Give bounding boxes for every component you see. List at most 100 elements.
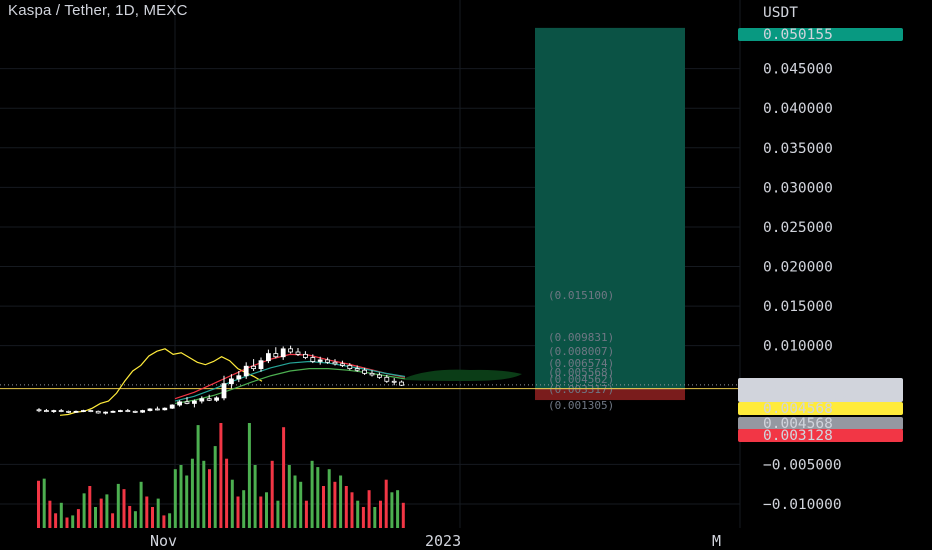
candle-body — [51, 410, 57, 412]
volume-bar — [287, 465, 291, 528]
stop-loss-zone — [535, 388, 685, 401]
candle-body — [140, 410, 146, 413]
volume-bar — [173, 469, 177, 528]
candle — [132, 410, 138, 413]
candle — [376, 372, 382, 379]
position-level-label: (0.015100) — [548, 289, 614, 302]
price-badge-bg — [738, 417, 903, 430]
candle-body — [273, 353, 279, 358]
candle — [147, 408, 153, 412]
moving-average-line — [174, 360, 406, 402]
candle-body — [214, 397, 220, 401]
volume-bar — [322, 486, 325, 528]
candle — [169, 404, 175, 409]
candle-body — [36, 409, 42, 412]
candle-body — [325, 359, 331, 363]
candle — [66, 410, 71, 413]
volume-bar — [42, 478, 46, 528]
volume-bar — [99, 498, 103, 528]
candle — [325, 357, 331, 364]
candle — [258, 357, 264, 372]
candle — [103, 411, 108, 415]
price-badge-label: 0.004568 — [763, 416, 833, 432]
price-tick-label: 0.035000 — [763, 141, 833, 157]
candle — [140, 409, 146, 413]
candle — [184, 397, 190, 405]
candle — [110, 410, 116, 413]
price-tick-label: −0.005000 — [763, 457, 842, 473]
candle — [228, 374, 234, 389]
volume-bar — [356, 500, 360, 528]
candle-body — [354, 368, 360, 371]
candle — [95, 410, 101, 414]
candle-body — [362, 369, 368, 374]
candle — [36, 408, 42, 413]
candle-body — [251, 365, 257, 370]
volume-bar — [316, 467, 320, 528]
volume-bar — [253, 465, 257, 528]
candle — [280, 346, 286, 360]
volume-bar — [361, 507, 365, 528]
candle-body — [236, 375, 242, 380]
candle-body — [317, 359, 323, 362]
price-badge-label: 0.050155 — [763, 27, 833, 43]
candle — [162, 407, 168, 411]
volume-bar — [379, 500, 382, 528]
volume-bar — [208, 469, 211, 528]
profit-zone — [535, 27, 685, 389]
volume-bar — [367, 490, 371, 528]
price-badge-bg — [738, 402, 903, 415]
candlestick-series — [36, 345, 405, 415]
candle — [73, 410, 79, 413]
volume-bar — [396, 490, 400, 528]
volume-bar — [48, 500, 52, 528]
candle — [347, 363, 353, 371]
volume-bar — [162, 515, 166, 528]
volume-bar — [384, 479, 388, 528]
price-tick-label: 0.025000 — [763, 220, 833, 236]
overlay-yellow-series — [59, 348, 263, 416]
candle-body — [206, 398, 212, 401]
candle-body — [347, 365, 353, 370]
candle-body — [265, 353, 271, 362]
position-level-label: (0.004562) — [548, 373, 614, 386]
volume-bar — [94, 507, 97, 528]
volume-bar — [327, 469, 331, 528]
volume-bar — [88, 486, 92, 528]
candle-body — [118, 410, 123, 412]
candle — [251, 359, 257, 371]
candle-body — [280, 348, 286, 358]
price-badge-bg — [738, 28, 903, 41]
candle — [125, 408, 131, 413]
candle — [177, 400, 183, 407]
volume-bar — [185, 475, 189, 528]
position-level-label: (0.005568) — [548, 366, 614, 379]
candle — [81, 409, 86, 413]
candle-body — [376, 374, 382, 378]
volume-bar — [76, 509, 80, 528]
volume-bar — [230, 479, 234, 528]
candle — [310, 354, 316, 364]
price-countdown-label: 13:52:20 — [788, 388, 858, 404]
candle-body — [103, 411, 108, 414]
price-axis: USDT 0.045000 0.040000 0.035000 0.030000 0.02… — [738, 5, 903, 513]
volume-bar — [156, 498, 160, 528]
candle-body — [73, 410, 79, 413]
price-badge-bg — [738, 378, 903, 402]
volume-bar — [219, 423, 223, 528]
volume-bar — [139, 481, 143, 528]
candle-body — [243, 365, 249, 377]
candle — [339, 360, 345, 368]
time-tick-label: 2023 — [425, 532, 461, 550]
candle-body — [184, 401, 190, 404]
candle — [206, 394, 212, 402]
volume-bar — [168, 513, 172, 528]
candle-body — [88, 410, 94, 412]
candle-body — [58, 410, 64, 412]
volume-bar — [310, 460, 314, 528]
volume-bar — [373, 507, 377, 528]
candle-body — [81, 410, 86, 412]
time-tick-label: M — [712, 532, 721, 550]
